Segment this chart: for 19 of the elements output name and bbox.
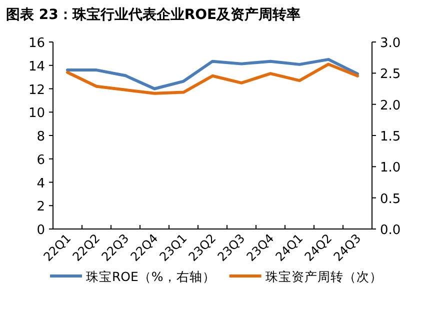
y-tick-label: 8 bbox=[36, 130, 45, 144]
y-tick-label: 10 bbox=[28, 106, 45, 122]
legend-label: 珠宝资产周转（次） bbox=[265, 269, 382, 284]
y-tick-label: 6 bbox=[36, 152, 45, 168]
y-tick-label: 2 bbox=[36, 200, 45, 215]
y2-tick-label: 2.0 bbox=[380, 98, 401, 114]
y2-tick-label: 3.0 bbox=[380, 36, 401, 51]
y2-tick-label: 1.0 bbox=[380, 160, 401, 176]
legend-label: 珠宝ROE（%，右轴） bbox=[86, 269, 216, 284]
y2-tick-label: 2.5 bbox=[380, 67, 401, 82]
y-tick-label: 14 bbox=[28, 59, 45, 74]
y2-tick-label: 1.5 bbox=[380, 130, 401, 144]
y-tick-label: 4 bbox=[36, 176, 45, 192]
y-tick-label: 16 bbox=[28, 36, 45, 51]
chart-title: 图表 23：珠宝行业代表企业ROE及资产周转率 bbox=[6, 6, 301, 23]
y2-tick-label: 0.5 bbox=[380, 192, 401, 207]
y2-tick-label: 0.0 bbox=[380, 223, 401, 238]
y-tick-label: 12 bbox=[28, 82, 45, 98]
y-tick-label: 0 bbox=[36, 223, 45, 238]
